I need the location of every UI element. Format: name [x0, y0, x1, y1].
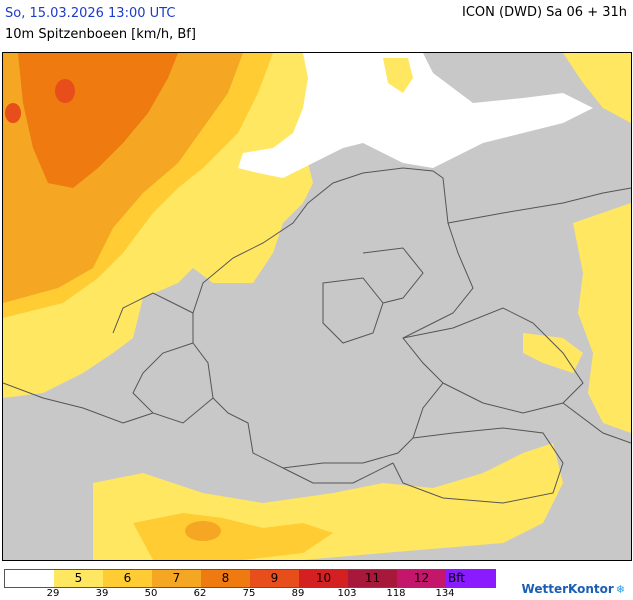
legend-cell-bft8: 8: [201, 570, 250, 587]
gust-zone-bft5-denmark: [383, 58, 413, 93]
parameter-title: 10m Spitzenboeen [km/h, Bf]: [5, 27, 196, 42]
legend-cell-bft-max: Bft: [446, 570, 495, 587]
legend-cell-bft12: 12: [397, 570, 446, 587]
legend-kmh-ticks: 29 39 50 62 75 89 103 118 134: [4, 588, 504, 600]
calm-zone-baltic: [238, 53, 593, 178]
gust-zone-bft6-alps: [133, 513, 333, 560]
header-left: So, 15.03.2026 13:00 UTC 10m Spitzenboee…: [5, 5, 196, 43]
legend-tick: 50: [144, 588, 158, 599]
legend-tick: 39: [95, 588, 109, 599]
legend-tick: 89: [291, 588, 305, 599]
legend-tick: 103: [337, 588, 357, 599]
map-canvas: [3, 53, 631, 560]
gust-zone-bft5-czech: [523, 333, 583, 373]
gust-zone-bft5-sweden: [563, 53, 631, 123]
country-borders: [3, 167, 631, 504]
wetterkontor-logo[interactable]: WetterKontor ❄: [522, 582, 625, 596]
legend-color-scale: 5 6 7 8 9 10 11 12 Bft: [4, 569, 496, 588]
legend-cell-bft5: 5: [54, 570, 103, 587]
legend-tick: 62: [193, 588, 207, 599]
legend-tick: 118: [386, 588, 406, 599]
forecast-datetime: So, 15.03.2026 13:00 UTC: [5, 6, 176, 21]
gust-zone-bft9-cell: [55, 79, 75, 103]
legend-cell-bft6: 6: [103, 570, 152, 587]
raindrop-icon: ❄: [615, 582, 625, 596]
brand-name: WetterKontor: [521, 582, 614, 596]
legend-tick: 29: [46, 588, 60, 599]
legend-cell-bft11: 11: [348, 570, 397, 587]
model-run-label: ICON (DWD) Sa 06 + 31h: [462, 5, 627, 20]
legend-cell-bft7: 7: [152, 570, 201, 587]
gust-zone-bft5-east: [573, 203, 631, 433]
legend-tick: 134: [435, 588, 455, 599]
legend-tick: 75: [242, 588, 256, 599]
gust-zone-bft9-cell-2: [5, 103, 21, 123]
legend-cell-calm: [5, 570, 54, 587]
gust-map: [2, 52, 632, 561]
legend-cell-bft10: 10: [299, 570, 348, 587]
legend-cell-bft9: 9: [250, 570, 299, 587]
gust-zone-bft7-alps: [185, 521, 221, 541]
